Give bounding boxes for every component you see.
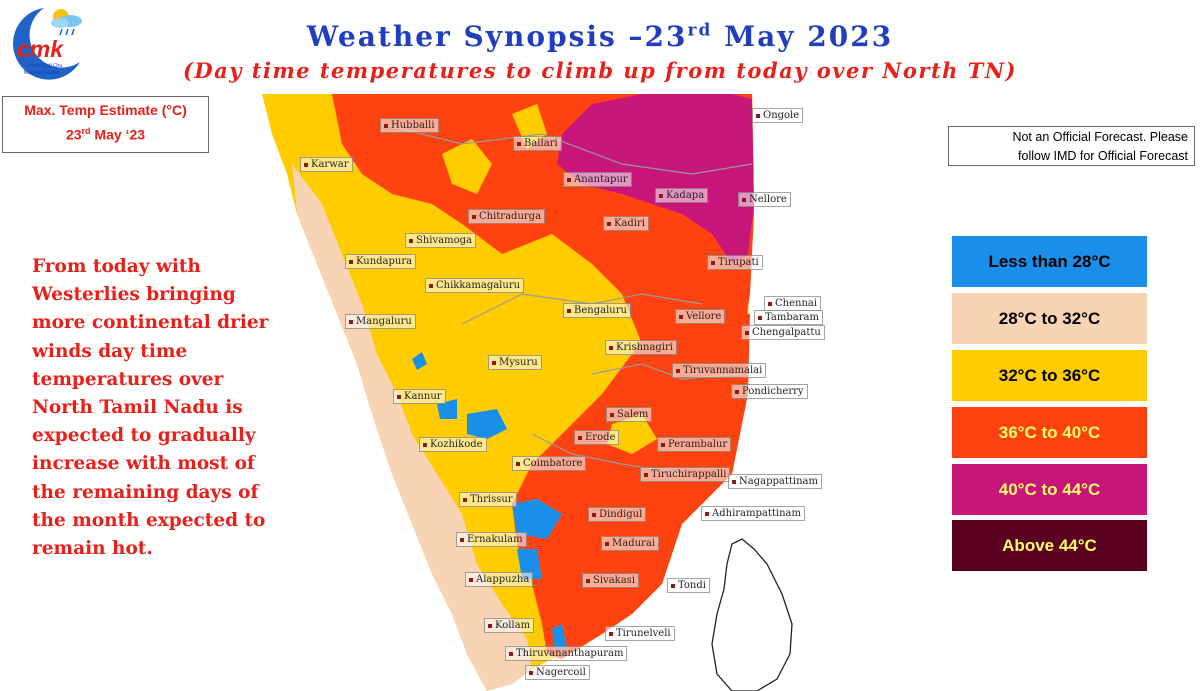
city-label-sivakasi: Sivakasi: [582, 573, 640, 588]
city-label-kadiri: Kadiri: [603, 216, 650, 231]
city-label-mangaluru: Mangaluru: [345, 314, 416, 329]
city-label-vellore: Vellore: [675, 309, 726, 324]
city-label-dindigul: Dindigul: [588, 507, 647, 522]
city-label-perambalur: Perambalur: [657, 437, 732, 452]
city-label-tondi: Tondi: [667, 578, 710, 593]
omk-logo: cmk Chennaiyil Oru Mazhaikaalam: [4, 4, 90, 88]
city-label-thrissur: Thrissur: [459, 492, 517, 507]
page-subtitle: (Day time temperatures to climb up from …: [183, 58, 1017, 83]
city-label-tiruchirappalli: Tiruchirappalli: [640, 467, 731, 482]
page-title: Weather Synopsis –23rd May 2023: [306, 20, 894, 53]
city-label-erode: Erode: [574, 430, 620, 445]
zone-36-40-east: [512, 304, 750, 659]
city-label-kollam: Kollam: [484, 618, 535, 633]
city-label-alappuzha: Alappuzha: [465, 572, 534, 587]
city-label-ernakulam: Ernakulam: [456, 532, 527, 547]
city-label-tiruvannamalai: Tiruvannamalai: [672, 363, 767, 378]
legend-36-to-40: 36°C to 40°C: [952, 407, 1147, 458]
legend-28-to-32: 28°C to 32°C: [952, 293, 1147, 344]
city-label-pondicherry: Pondicherry: [731, 384, 808, 399]
city-label-karwar: Karwar: [300, 157, 353, 172]
city-label-shivamoga: Shivamoga: [405, 233, 476, 248]
legend-above-44: Above 44°C: [952, 520, 1147, 571]
synopsis-description: From today with Westerlies bringing more…: [32, 256, 269, 560]
city-label-chikkamagaluru: Chikkamagaluru: [425, 278, 525, 293]
city-label-anantapur: Anantapur: [563, 172, 632, 187]
city-label-adhirampattinam: Adhirampattinam: [701, 506, 805, 521]
city-label-kundapura: Kundapura: [345, 254, 417, 269]
city-label-kannur: Kannur: [393, 389, 446, 404]
legend-40-to-44: 40°C to 44°C: [952, 464, 1147, 515]
svg-text:Chennaiyil Oru: Chennaiyil Oru: [26, 63, 62, 69]
city-label-ongole: Ongole: [752, 108, 804, 123]
legend-less-than-28: Less than 28°C: [952, 236, 1147, 287]
city-label-chitradurga: Chitradurga: [468, 209, 546, 224]
city-label-tirupati: Tirupati: [707, 255, 763, 270]
city-label-mysuru: Mysuru: [488, 355, 542, 370]
zone-40-44: [557, 94, 754, 264]
city-label-nagappattinam: Nagappattinam: [728, 474, 822, 489]
city-label-chennai: Chennai: [764, 296, 822, 311]
city-label-thiruvananthapuram: Thiruvananthapuram: [505, 646, 628, 661]
city-label-tirunelveli: Tirunelveli: [605, 626, 675, 641]
svg-text:cmk: cmk: [17, 36, 64, 62]
legend-32-to-36: 32°C to 36°C: [952, 350, 1147, 401]
svg-text:Mazhaikaalam: Mazhaikaalam: [24, 70, 60, 76]
city-label-hubballi: Hubballi: [380, 118, 439, 133]
city-label-madurai: Madurai: [601, 536, 659, 551]
disclaimer-note: Not an Official Forecast. Please follow …: [948, 126, 1195, 166]
city-label-kozhikode: Kozhikode: [419, 437, 487, 452]
city-label-ballari: Ballari: [513, 136, 562, 151]
sri-lanka-outline: [711, 538, 793, 691]
max-temp-estimate-label: Max. Temp Estimate (°C) 23rd May ‘23: [2, 96, 209, 153]
city-label-tambaram: Tambaram: [754, 310, 823, 325]
city-label-krishnagiri: Krishnagiri: [605, 340, 678, 355]
city-label-bengaluru: Bengaluru: [563, 303, 631, 318]
city-label-coimbatore: Coimbatore: [512, 456, 587, 471]
city-label-nagercoil: Nagercoil: [525, 665, 590, 680]
city-label-kadapa: Kadapa: [655, 188, 709, 203]
city-label-chengalpattu: Chengalpattu: [741, 325, 825, 340]
city-label-nellore: Nellore: [738, 192, 791, 207]
zone-28-32: [292, 164, 532, 691]
city-label-salem: Salem: [606, 407, 653, 422]
